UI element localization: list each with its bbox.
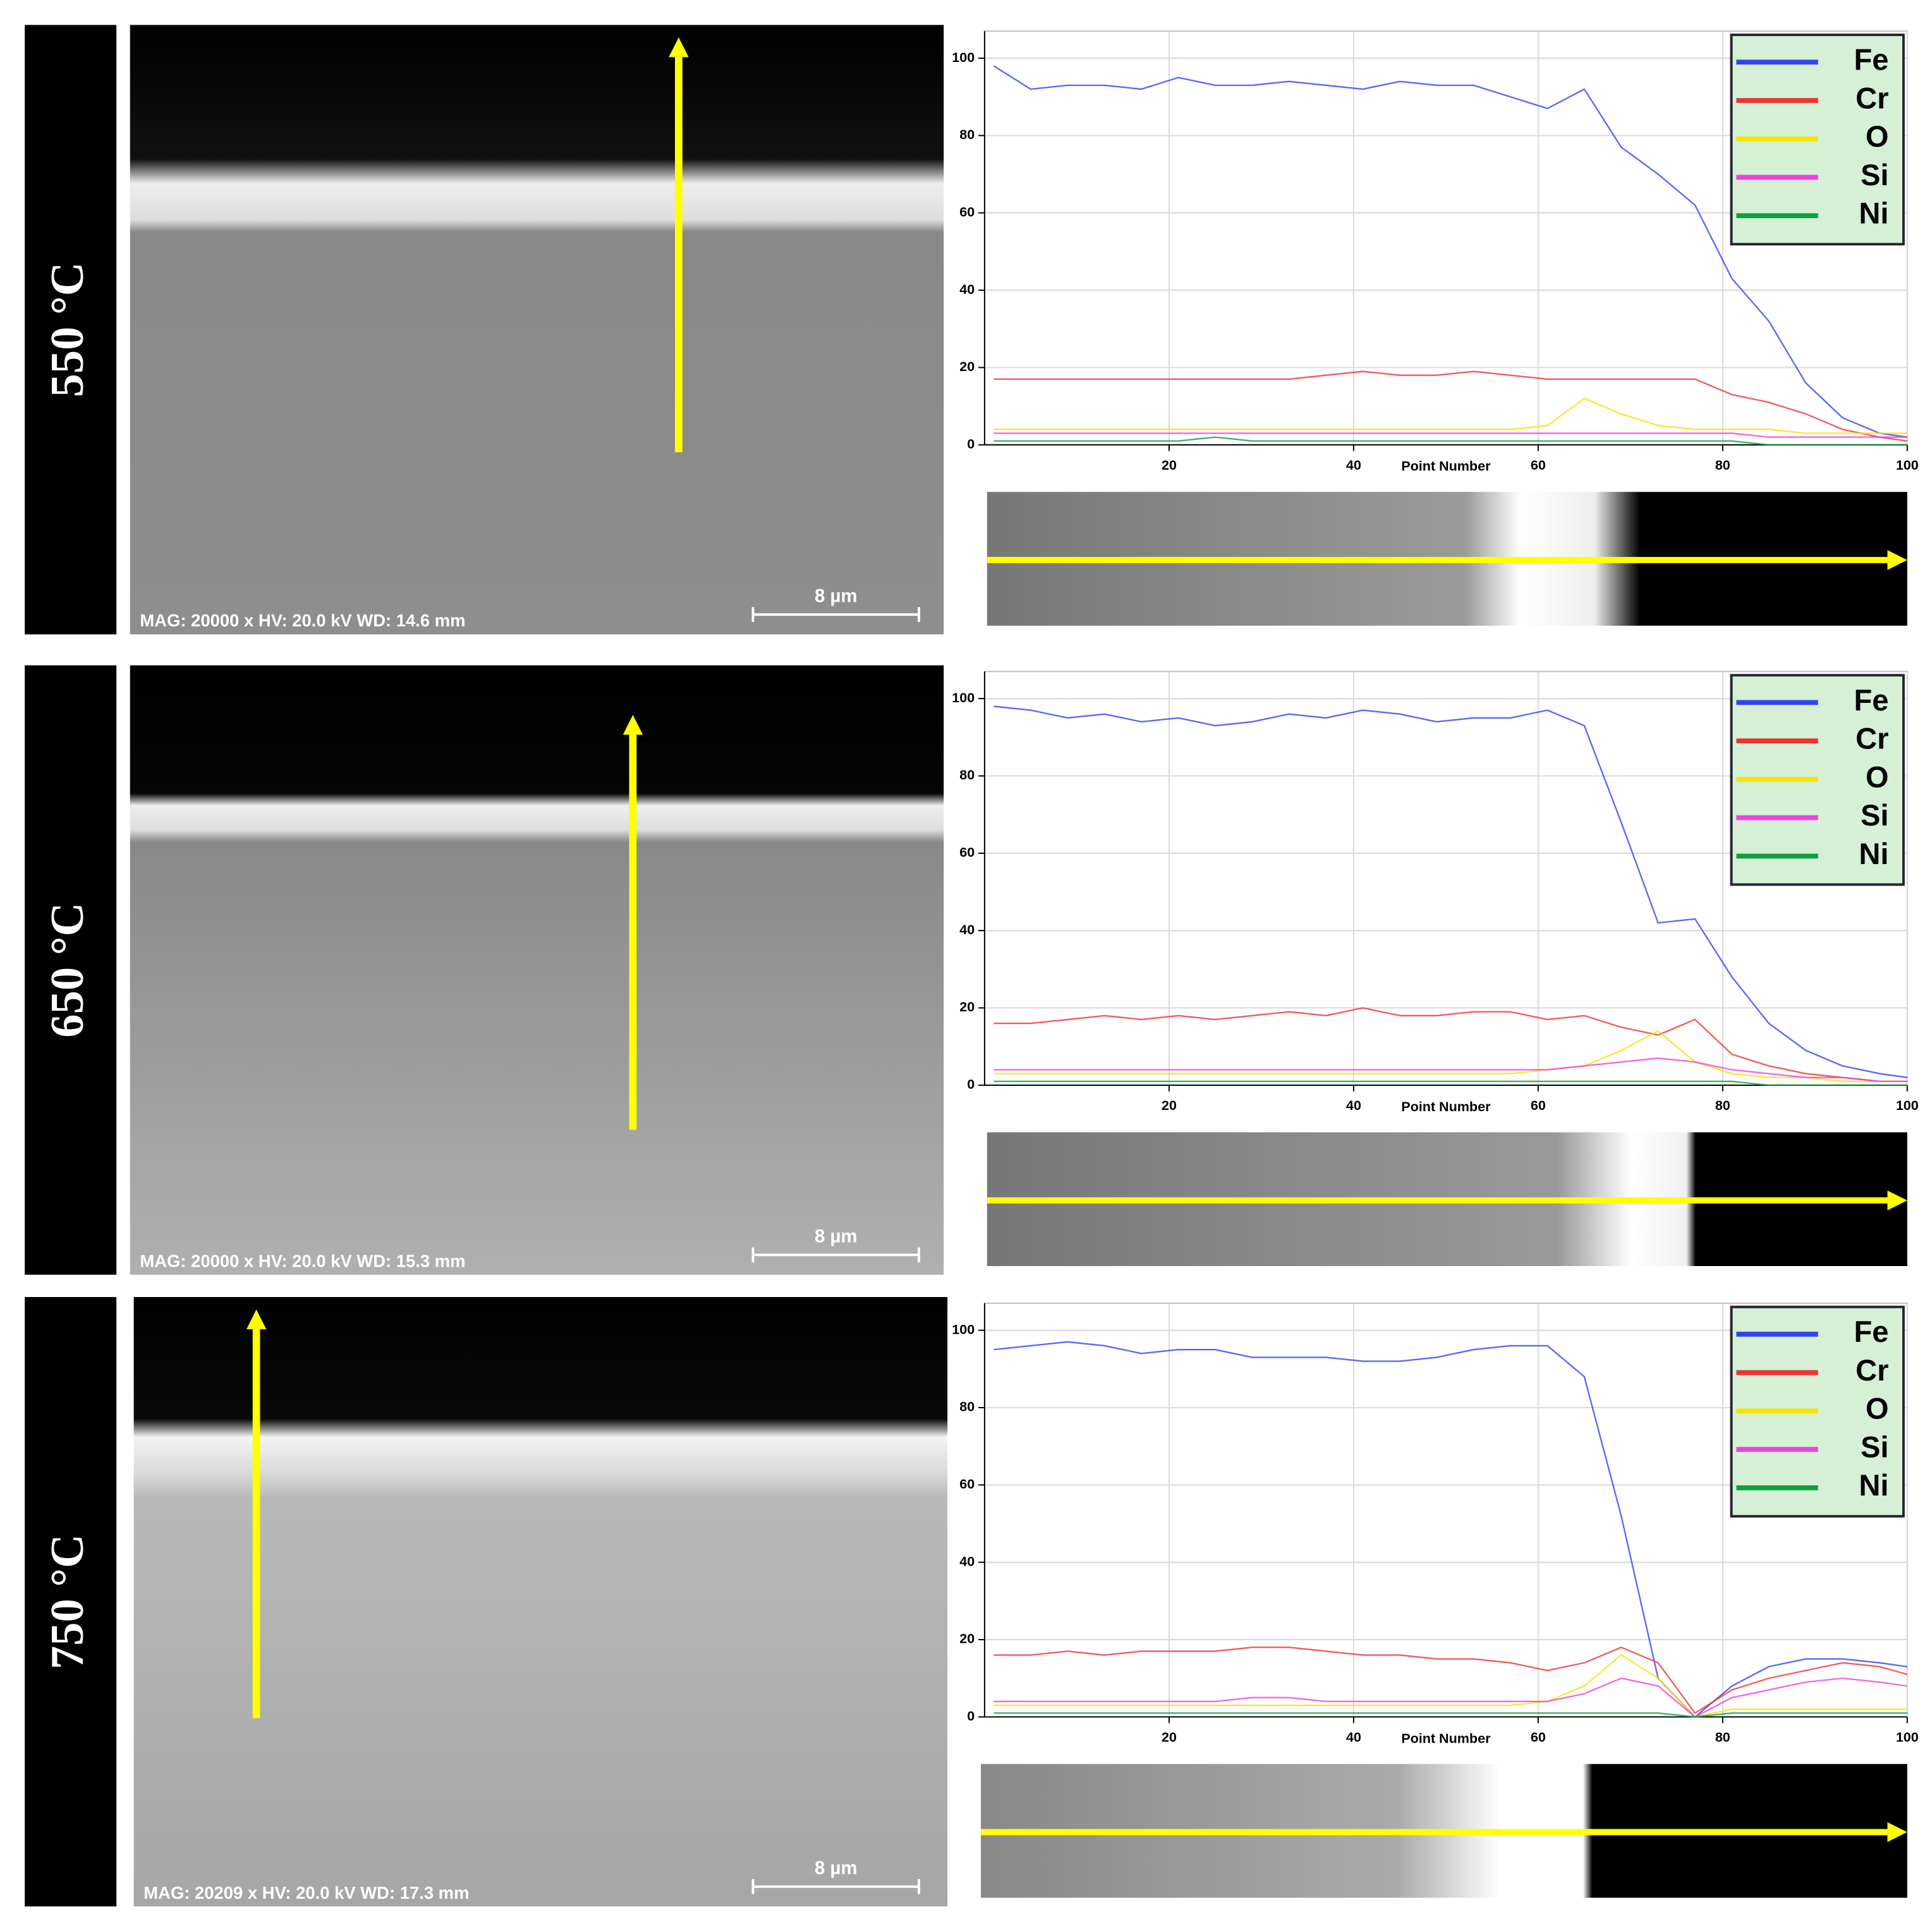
data-line [993, 1646, 1908, 1714]
x-tick-label: 40 [1346, 1729, 1361, 1745]
label-bar [25, 1296, 117, 1907]
y-tick-label: 20 [959, 358, 975, 374]
y-tick-label: 80 [959, 767, 975, 783]
x-tick-label: 80 [1715, 1729, 1730, 1745]
y-tick-label: 100 [952, 1321, 975, 1337]
legend-label: Si [1861, 1430, 1888, 1463]
x-tick-label: 60 [1531, 1729, 1546, 1745]
data-line [993, 1030, 1907, 1082]
data-line [993, 436, 1907, 446]
x-tick-label: 20 [1162, 1097, 1177, 1113]
panel-label: 650 °C [42, 903, 94, 1038]
y-tick-label: 80 [959, 1399, 975, 1415]
legend-label: Cr [1856, 722, 1888, 755]
x-tick-label: 40 [1346, 1097, 1361, 1113]
y-tick-label: 100 [952, 49, 975, 65]
scale-bar-label: 8 µm [815, 1858, 858, 1879]
scan-arrow-head [1887, 550, 1907, 570]
data-line [993, 1007, 1907, 1082]
panel-label: 750 °C [42, 1534, 94, 1669]
data-line [993, 1341, 1907, 1718]
legend-label: O [1866, 760, 1889, 793]
legend-label: Ni [1859, 197, 1888, 230]
y-tick-label: 60 [959, 1476, 975, 1492]
data-line [993, 432, 1907, 438]
data-line [993, 65, 1907, 438]
legend-label: O [1866, 119, 1889, 153]
x-tick-label: 60 [1531, 457, 1546, 473]
scan-arrow-head [246, 1309, 267, 1329]
label-bar [25, 25, 117, 635]
y-tick-label: 0 [967, 1076, 975, 1092]
legend-label: Fe [1854, 1315, 1889, 1348]
legend-label: Ni [1859, 1468, 1888, 1502]
y-tick-label: 60 [959, 844, 975, 860]
scale-bar-label: 8 µm [815, 1226, 858, 1247]
data-line [993, 1654, 1907, 1718]
x-tick-label: 60 [1531, 1097, 1546, 1113]
x-tick-label: 20 [1162, 1729, 1177, 1745]
y-tick-label: 0 [967, 436, 975, 451]
data-line [993, 1712, 1907, 1718]
legend-label: Cr [1856, 81, 1888, 114]
y-tick-label: 20 [959, 1631, 975, 1647]
scan-arrow-head [623, 714, 643, 735]
x-tick-label: 80 [1715, 457, 1730, 473]
y-tick-label: 80 [959, 126, 975, 142]
data-line [993, 1057, 1907, 1082]
y-tick-label: 0 [967, 1708, 975, 1724]
x-axis-label: Point Number [1401, 1099, 1491, 1114]
x-tick-label: 100 [1896, 1729, 1919, 1745]
scan-arrow-head [1887, 1190, 1907, 1210]
x-tick-label: 100 [1896, 1097, 1919, 1113]
y-tick-label: 40 [959, 281, 975, 297]
legend-label: O [1866, 1392, 1889, 1425]
data-line [993, 705, 1907, 1078]
y-tick-label: 20 [959, 999, 975, 1014]
data-line [993, 398, 1907, 434]
sem-image [130, 25, 944, 635]
image-caption: MAG: 20209 x HV: 20.0 kV WD: 17.3 mm [143, 1883, 469, 1903]
data-line [993, 370, 1907, 442]
image-caption: MAG: 20000 x HV: 20.0 kV WD: 14.6 mm [140, 611, 465, 630]
data-line [993, 1080, 1907, 1087]
x-tick-label: 40 [1346, 457, 1361, 473]
legend-label: Si [1861, 798, 1888, 832]
data-line [993, 1677, 1907, 1718]
label-bar [25, 665, 117, 1275]
y-tick-label: 40 [959, 922, 975, 937]
x-axis-label: Point Number [1401, 458, 1491, 474]
image-caption: MAG: 20000 x HV: 20.0 kV WD: 15.3 mm [140, 1251, 465, 1270]
legend-label: Fe [1854, 43, 1889, 76]
x-tick-label: 20 [1162, 457, 1177, 473]
x-axis-label: Point Number [1401, 1730, 1491, 1746]
legend-label: Cr [1856, 1353, 1888, 1387]
sem-image [130, 665, 944, 1275]
panel-label: 550 °C [42, 262, 94, 398]
legend-label: Ni [1859, 837, 1888, 870]
scan-arrow-head [1887, 1822, 1907, 1843]
y-tick-label: 100 [952, 690, 975, 705]
legend-label: Fe [1854, 683, 1889, 717]
x-tick-label: 80 [1715, 1097, 1730, 1113]
y-tick-label: 60 [959, 204, 975, 219]
scale-bar-label: 8 µm [815, 586, 858, 607]
legend-label: Si [1861, 158, 1888, 192]
x-tick-label: 100 [1896, 457, 1919, 473]
scan-arrow-head [669, 37, 689, 58]
sem-image [133, 1296, 948, 1907]
y-tick-label: 40 [959, 1553, 975, 1569]
